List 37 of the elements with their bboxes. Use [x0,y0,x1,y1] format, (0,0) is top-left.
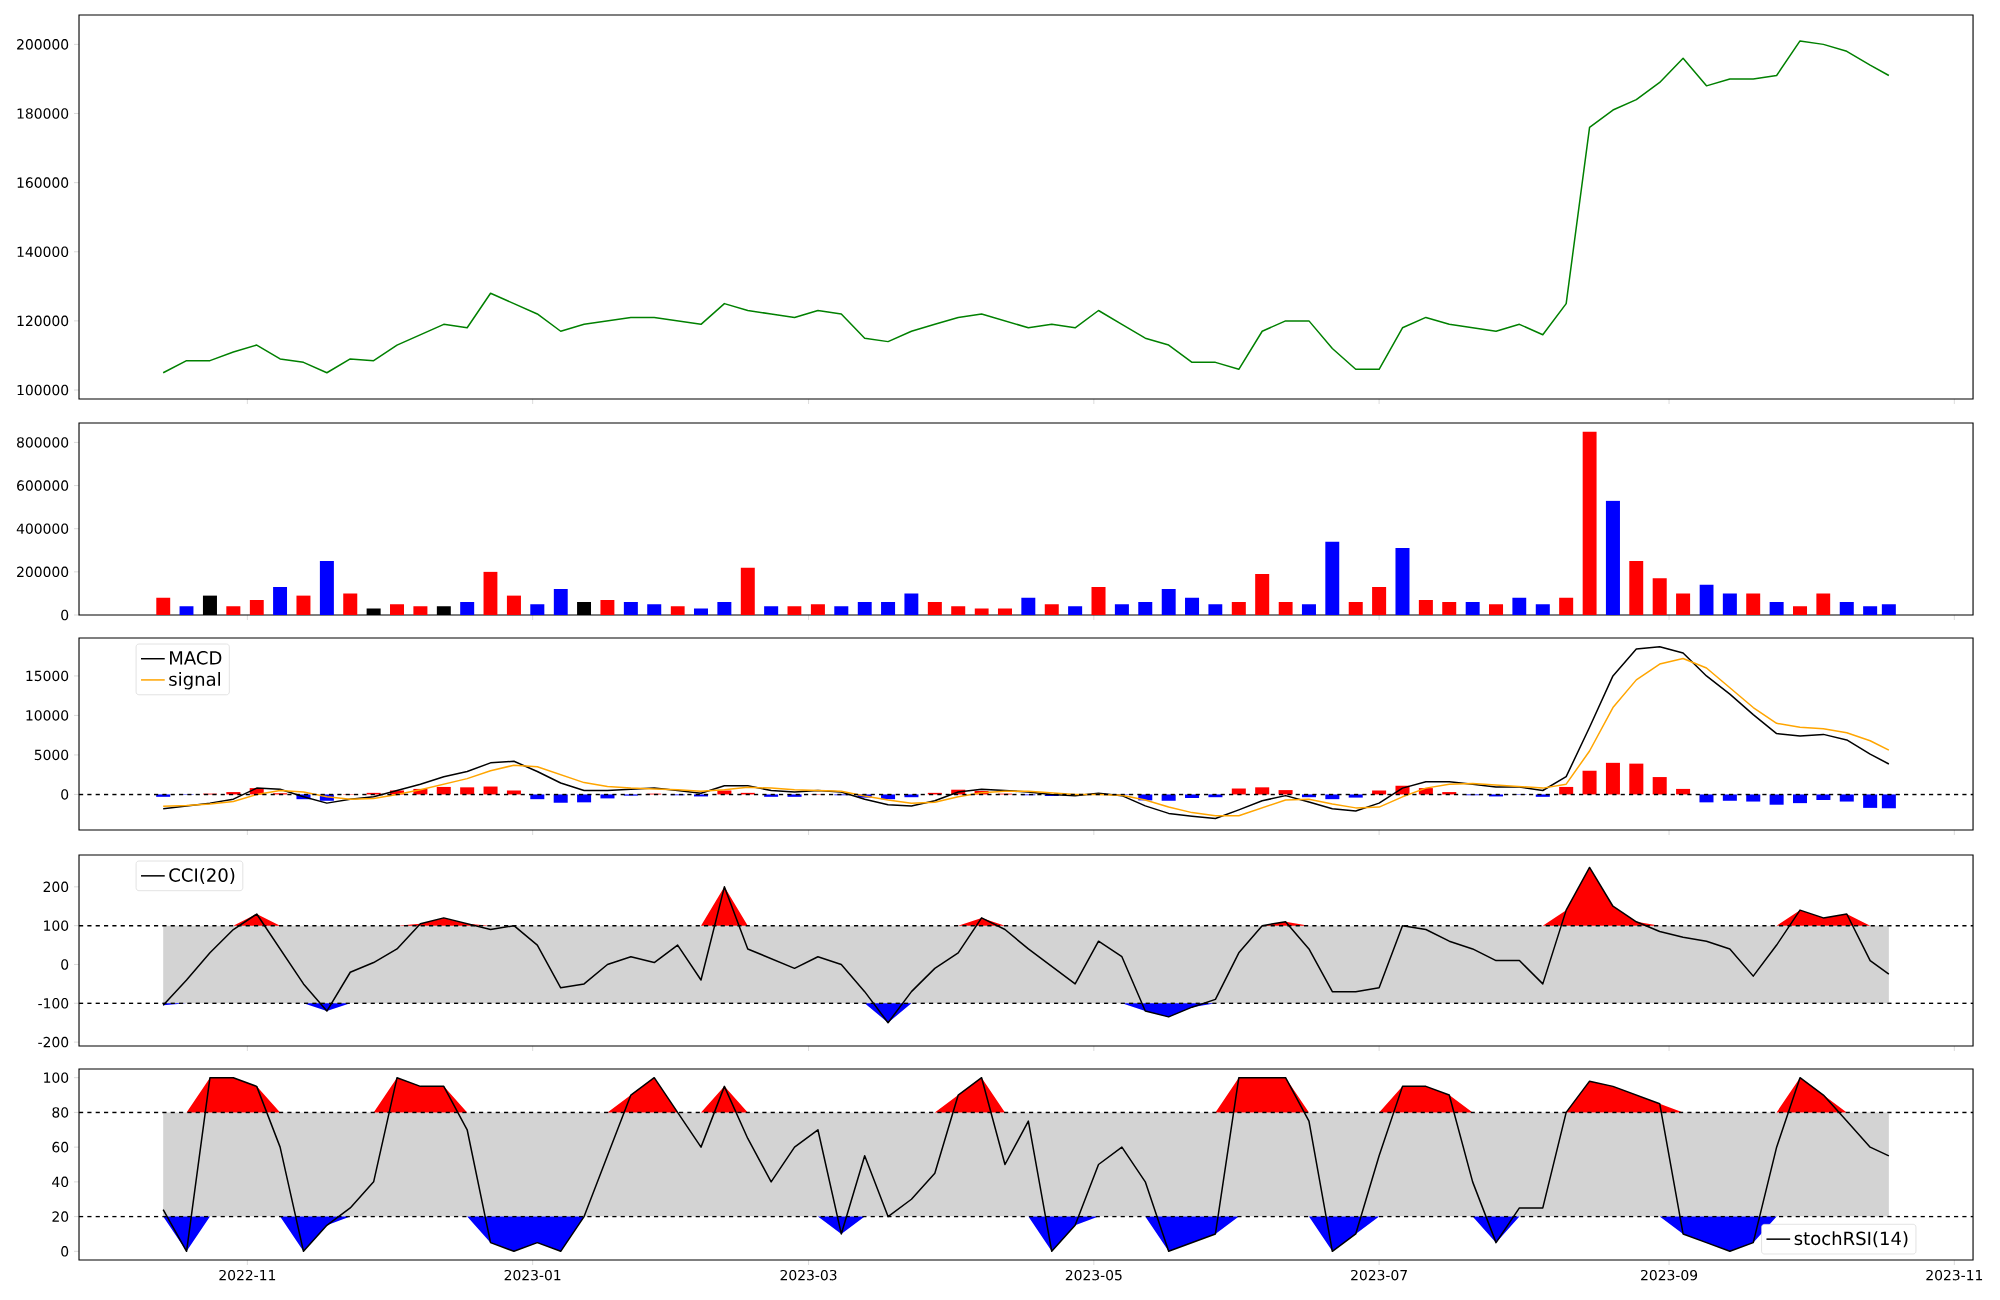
y-tick-label: 140000 [17,246,69,258]
y-tick-label: -100 [38,998,69,1009]
y-tick-label: 200000 [17,566,69,578]
y-tick-label: 160000 [17,177,69,188]
legend-label: stochRSI(14) [1794,1231,1908,1248]
legend-label: signal [169,672,220,690]
x-tick-label: 2022-11 [219,1269,276,1281]
y-tick-label: -200 [38,1036,69,1048]
y-tick-label: 40 [52,1176,69,1188]
y-tick-label: 10000 [26,710,69,721]
y-tick-label: 200000 [17,39,69,50]
y-tick-label: 100 [44,920,69,931]
y-tick-label: 180000 [17,108,69,119]
x-tick-label: 2023-09 [1641,1269,1698,1281]
y-tick-label: 600000 [17,480,69,491]
y-tick-label: 0 [61,789,69,800]
x-tick-label: 2023-07 [1351,1269,1407,1281]
legend-label: CCI(20) [169,867,235,885]
y-tick-label: 20 [52,1211,69,1222]
y-tick-label: 0 [61,959,69,970]
y-tick-label: 60 [52,1141,69,1153]
x-tick-label: 2023-03 [780,1269,837,1281]
x-tick-label: 2023-01 [504,1269,561,1281]
legend-label: MACD [170,650,222,665]
y-tick-label: 800000 [17,437,69,448]
y-tick-label: 100000 [17,384,69,396]
y-tick-label: 15000 [26,670,69,682]
y-tick-label: 80 [52,1107,69,1118]
y-tick-label: 120000 [17,315,69,327]
y-tick-label: 200 [43,881,69,893]
y-tick-label: 0 [61,1246,69,1257]
y-tick-label: 0 [61,609,69,621]
y-tick-label: 100 [44,1072,69,1083]
y-tick-label: 5000 [34,749,69,761]
y-tick-label: 400000 [16,523,69,534]
x-tick-label: 2023-11 [1926,1269,1983,1281]
x-tick-label: 2023-05 [1065,1269,1122,1281]
